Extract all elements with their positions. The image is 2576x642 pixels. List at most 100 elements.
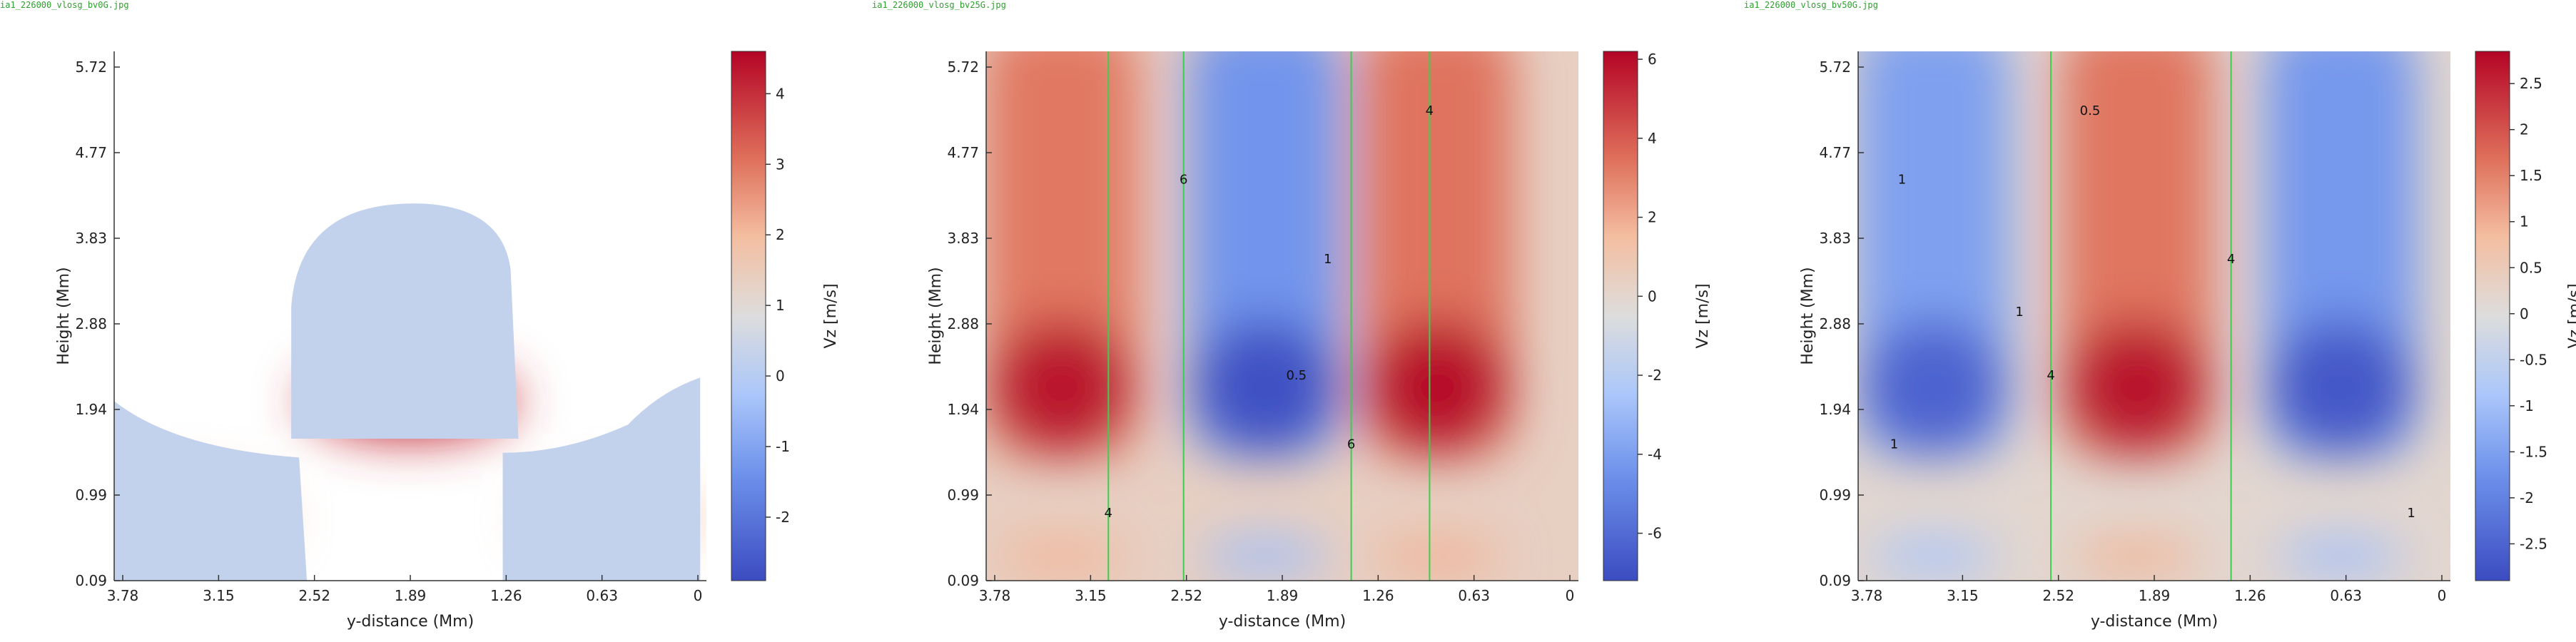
contour-label: 1: [1898, 173, 1906, 188]
y-tick-label: 4.77: [947, 144, 979, 161]
x-tick-label: 0.63: [2330, 587, 2362, 604]
contour-label: 4: [1105, 506, 1112, 521]
colorbar-tick-label: -4: [1648, 446, 1662, 463]
colorbar-tick-label: 2: [1648, 209, 1657, 226]
x-tick-label: 1.89: [1267, 587, 1299, 604]
contour-label: 1: [2407, 506, 2415, 521]
contour-label: 0.5: [2080, 103, 2101, 118]
y-axis-label: Height (Mm): [55, 267, 73, 365]
colorbar-tick-label: -2: [776, 509, 790, 526]
x-tick-label: 1.89: [395, 587, 427, 604]
y-tick-label: 0.09: [1819, 572, 1851, 589]
x-axis-label: y-distance (Mm): [2091, 613, 2218, 631]
y-tick-label: 0.99: [1819, 486, 1851, 504]
y-tick-label: 1.94: [947, 401, 979, 418]
upflow-cap: [291, 203, 519, 439]
y-tick-label: 3.83: [1819, 230, 1851, 247]
axes: 3.78 3.15 2.52 1.89 1.26 0.63 0 5.72 4.77 3.83 2.8…: [1799, 51, 2450, 631]
colorbar-tick-label: -1: [2520, 397, 2534, 414]
left-lobe: [114, 401, 308, 581]
colorbar-tick-label: 3: [776, 156, 785, 173]
axes: 3.78 3.15 2.52 1.89 1.26 0.63 0 5.72 4.77 3.83 2.8…: [927, 51, 1578, 631]
heatmap-field: [1858, 51, 2450, 581]
x-tick-label: 3.78: [1851, 587, 1883, 604]
colorbar-label: Vz [m/s]: [2566, 283, 2576, 348]
y-tick-label: 1.94: [75, 401, 107, 418]
colorbar-tick-label: -0.5: [2520, 351, 2547, 368]
colorbar-tick-label: -2: [2520, 489, 2534, 506]
colorbar-tick-label: -1.5: [2520, 443, 2547, 460]
x-tick-label: 0: [2438, 587, 2447, 604]
heatmap-panel-2: ia1_226000_vlosg_bv25G.jpg 6 6 1 0.5 4 4 3.78 3…: [872, 0, 1743, 642]
heatmap-panel-3: ia1_226000_vlosg_bv50G.jpg 1 1 4 4 1 0.5 1 3.78…: [1744, 0, 2576, 642]
colorbar-tick-label: 2.5: [2520, 75, 2542, 92]
contour-label: 4: [1426, 103, 1434, 118]
y-tick-label: 2.88: [947, 315, 979, 332]
colorbar-tick-label: 2: [2520, 121, 2529, 138]
colorbar-tick-label: 0.5: [2520, 259, 2542, 276]
x-axis-label: y-distance (Mm): [1219, 613, 1346, 631]
y-tick-label: 0.09: [75, 572, 107, 589]
file-label: ia1_226000_vlosg_bv25G.jpg: [872, 0, 1006, 10]
y-axis-label: Height (Mm): [927, 267, 945, 365]
contour-labels: 1 1 4 4 1 0.5 1: [1890, 51, 2415, 581]
x-tick-label: 0: [1566, 587, 1575, 604]
colorbar: 2.5 2 1.5 1 0.5 0 -0.5 -1 -1.5 -2 -2.5 Vz [m/s]: [2475, 51, 2576, 581]
y-tick-label: 3.83: [947, 230, 979, 247]
contour-label: 4: [2227, 252, 2235, 267]
contour-label: 1: [1890, 437, 1898, 452]
x-tick-label: 3.15: [1947, 587, 1979, 604]
heatmap-svg: 6 6 1 0.5 4 4 3.78 3.15 2.52 1.89 1.26 0.63 0 5.72 4.7…: [927, 51, 1712, 631]
colorbar-tick-label: 0: [776, 367, 785, 384]
contour-label: 4: [2047, 368, 2054, 383]
y-tick-label: 4.77: [75, 144, 107, 161]
colorbar-tick-label: 2: [776, 226, 785, 243]
colorbar-tick-label: -2.5: [2520, 535, 2547, 552]
colorbar-tick-label: 0: [2520, 305, 2529, 322]
contour-label: 6: [1347, 437, 1355, 452]
x-tick-label: 1.89: [2139, 587, 2171, 604]
x-tick-label: 2.52: [2042, 587, 2074, 604]
heatmap-svg: 3.78 3.15 2.52 1.89 1.26 0.63 0 5.72 4.77 3.83 2.8…: [55, 51, 840, 631]
contour-label: 1: [2015, 305, 2023, 320]
y-axis-label: Height (Mm): [1799, 267, 1817, 365]
x-tick-label: 0.63: [586, 587, 618, 604]
heatmap-field: [114, 51, 706, 581]
x-tick-label: 1.26: [1362, 587, 1394, 604]
y-tick-label: 5.72: [1819, 58, 1851, 76]
contour-label: 1: [1324, 252, 1332, 267]
y-tick-label: 2.88: [1819, 315, 1851, 332]
x-tick-label: 1.26: [490, 587, 522, 604]
colorbar: 6 4 2 0 -2 -4 -6 Vz [m/s]: [1603, 51, 1712, 581]
colorbar-tick-label: -2: [1648, 367, 1662, 384]
colorbar-tick-label: 4: [1648, 130, 1657, 147]
y-tick-label: 1.94: [1819, 401, 1851, 418]
colorbar-tick-label: 1.5: [2520, 167, 2542, 184]
x-tick-label: 2.52: [298, 587, 330, 604]
colorbar-tick-label: -6: [1648, 525, 1662, 542]
y-tick-label: 0.99: [947, 486, 979, 504]
y-tick-label: 0.99: [75, 486, 107, 504]
colorbar-tick-label: 4: [776, 85, 785, 102]
right-lobe: [502, 377, 701, 581]
x-tick-label: 3.15: [1075, 587, 1107, 604]
y-tick-label: 4.77: [1819, 144, 1851, 161]
axes: 3.78 3.15 2.52 1.89 1.26 0.63 0 5.72 4.77 3.83 2.8…: [55, 51, 706, 631]
x-axis-label: y-distance (Mm): [347, 613, 474, 631]
x-tick-label: 2.52: [1170, 587, 1202, 604]
file-label: ia1_226000_vlosg_bv0G.jpg: [0, 0, 129, 10]
colorbar-tick-label: 0: [1648, 287, 1657, 305]
colorbar-tick-label: 6: [1648, 51, 1657, 68]
contour-label: 0.5: [1286, 368, 1307, 383]
heatmap-field: [986, 51, 1578, 581]
y-tick-label: 3.83: [75, 230, 107, 247]
x-tick-label: 3.15: [203, 587, 235, 604]
x-tick-label: 3.78: [107, 587, 139, 604]
x-tick-label: 0: [694, 587, 703, 604]
file-label: ia1_226000_vlosg_bv50G.jpg: [1744, 0, 1878, 10]
x-tick-label: 3.78: [979, 587, 1011, 604]
contour-labels: 6 6 1 0.5 4 4: [1105, 51, 1434, 581]
y-tick-label: 5.72: [947, 58, 979, 76]
heatmap-panel-1: ia1_226000_vlosg_bv0G.jpg 3.78 3.15 2.52 1.…: [0, 0, 871, 642]
